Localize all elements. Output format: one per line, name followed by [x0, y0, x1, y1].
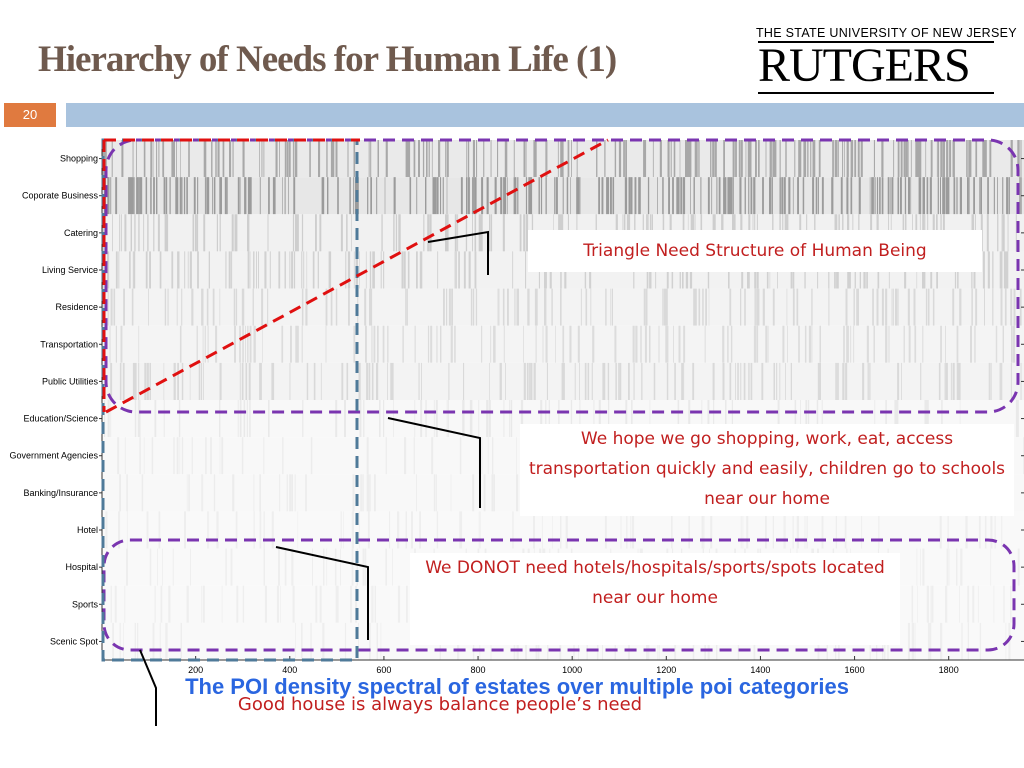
axes-layer: Shopping Coporate Business Catering Living …: [9, 140, 1024, 675]
logo-rule-bottom: [758, 92, 994, 94]
logo-rule-top: [758, 41, 994, 43]
x-tick-label: 200: [188, 665, 203, 675]
slide-title: Hierarchy of Needs for Human Life (1): [38, 39, 617, 80]
header-bar: [66, 103, 1024, 127]
heat-stripes: [110, 362, 1022, 400]
y-tick-label: Hotel: [77, 525, 98, 535]
pointer-triangle: [427, 230, 489, 275]
x-tick-label: 1000: [562, 665, 582, 675]
heat-stripes: [103, 177, 1022, 215]
heat-row: [102, 362, 1024, 400]
heat-row: [102, 325, 1024, 363]
x-tick-label: 800: [471, 665, 486, 675]
red-triangle-hypotenuse: [105, 138, 609, 414]
rutgers-logo: THE STATE UNIVERSITY OF NEW JERSEY RUTGE…: [756, 22, 1017, 96]
y-tick-label: Residence: [55, 302, 98, 312]
chart-caption: The POI density spectral of estates over…: [185, 674, 849, 699]
y-tick-label: Education/Science: [23, 414, 98, 424]
heat-stripes: [102, 288, 1022, 326]
heat-row: [102, 511, 1024, 549]
y-tick-label: Shopping: [60, 154, 98, 164]
y-tick-label: Transportation: [40, 339, 98, 349]
pointer-donot: [275, 546, 369, 640]
y-tick-label: Hospital: [65, 562, 98, 572]
callout-hope: We hope we go shopping, work, eat, acces…: [520, 424, 1014, 516]
y-tick-label: Scenic Spot: [50, 636, 99, 646]
x-tick-label: 1800: [939, 665, 959, 675]
x-tick-label: 600: [376, 665, 391, 675]
footer-note: Good house is always balance people’s ne…: [237, 694, 643, 715]
logo-wordmark: RUTGERS: [758, 39, 971, 92]
y-tick-label: Living Service: [42, 265, 98, 275]
heat-stripes: [105, 511, 1003, 549]
purple-box-top: [104, 138, 1020, 414]
pointer-footer: [139, 649, 157, 726]
x-tick-label: 1200: [656, 665, 676, 675]
callout-donot: We DONOT need hotels/hospitals/sports/sp…: [410, 553, 900, 645]
y-tick-label: Coporate Business: [22, 191, 99, 201]
x-tick-label: 1400: [750, 665, 770, 675]
y-tick-label: Public Utilities: [42, 376, 99, 386]
pointer-hope: [387, 417, 481, 508]
x-tick-label: 1600: [845, 665, 865, 675]
y-tick-label: Sports: [72, 599, 99, 609]
logo-tagline: THE STATE UNIVERSITY OF NEW JERSEY: [756, 26, 1017, 40]
callout-triangle: Triangle Need Structure of Human Being: [528, 230, 982, 272]
heat-row: [102, 288, 1024, 326]
x-tick-label: 400: [282, 665, 297, 675]
slide-number: 20: [4, 103, 56, 127]
y-tick-label: Catering: [64, 228, 98, 238]
blue-column-box: [101, 138, 359, 662]
overlay-layer: [101, 138, 1020, 726]
heat-stripes: [102, 140, 1022, 178]
y-tick-label: Banking/Insurance: [23, 488, 98, 498]
y-tick-label: Government Agencies: [9, 451, 98, 461]
heat-stripes: [109, 325, 1016, 363]
